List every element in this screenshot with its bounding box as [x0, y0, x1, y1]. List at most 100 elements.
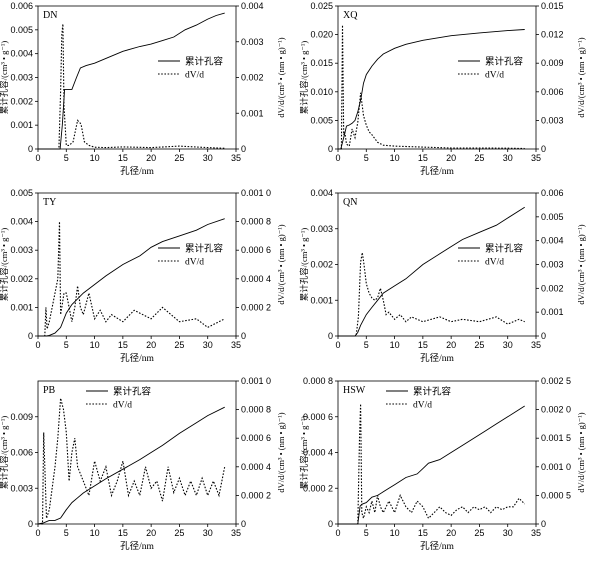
y2-tick-label: 0	[241, 331, 246, 341]
x-tick-label: 35	[531, 153, 541, 163]
panel-label: TY	[43, 197, 56, 208]
y-tick-label: 0.006	[10, 448, 33, 458]
legend-label: 累计孔容	[413, 386, 452, 398]
series-line-dv	[338, 403, 526, 525]
x-axis-label: 孔径/nm	[420, 352, 454, 364]
y-axis-label: 累计孔容/(cm³ • g⁻¹)	[0, 41, 9, 115]
y2-tick-label: 0.002	[241, 73, 264, 83]
series-line-cumulative	[38, 12, 225, 150]
x-tick-label: 20	[446, 340, 456, 350]
x-tick-label: 20	[446, 153, 456, 163]
y-tick-label: 0.002	[10, 96, 33, 106]
legend-label: 累计孔容	[485, 56, 524, 68]
legend-label: 累计孔容	[185, 56, 224, 68]
y2-tick-label: 0.002	[541, 283, 564, 293]
y-tick-label: 0.002	[310, 260, 333, 270]
y-tick-label: 0.000 6	[303, 412, 333, 422]
x-tick-label: 15	[418, 153, 428, 163]
panel-label: QN	[343, 197, 357, 208]
x-tick-label: 15	[418, 528, 428, 538]
x-tick-label: 25	[174, 340, 184, 350]
y-tick-label: 0.003	[10, 73, 33, 83]
x-tick-label: 10	[90, 528, 100, 538]
y-tick-label: 0	[328, 519, 333, 529]
y2-tick-label: 0.001 0	[241, 376, 271, 386]
x-tick-label: 30	[203, 340, 213, 350]
x-tick-label: 25	[474, 528, 484, 538]
x-tick-label: 15	[118, 528, 128, 538]
x-tick-label: 5	[364, 153, 369, 163]
y2-axis-label: dV/d/(cm³ • (nm • g)⁻¹)	[276, 37, 286, 117]
y-tick-label: 0.020	[310, 30, 333, 40]
panel-label: XQ	[343, 10, 358, 21]
y-tick-label: 0.001	[310, 295, 333, 305]
y-tick-label: 0.004	[10, 217, 33, 227]
y-tick-label: 0.005	[10, 25, 33, 35]
x-tick-label: 5	[64, 153, 69, 163]
legend-label: 累计孔容	[185, 243, 224, 255]
y2-tick-label: 0.015	[541, 1, 564, 11]
series-line-cumulative	[338, 405, 525, 525]
series-line-dv	[338, 252, 525, 337]
y2-tick-label: 0.001	[241, 108, 264, 118]
y2-tick-label: 0	[241, 519, 246, 529]
y2-tick-label: 0.004	[241, 1, 264, 11]
y-tick-label: 0	[328, 144, 333, 154]
y2-tick-label: 0.012	[541, 30, 564, 40]
y-axis-label: 累计孔容/(cm³ • g⁻¹)	[299, 41, 309, 115]
y-tick-label: 0.025	[310, 1, 333, 11]
x-tick-label: 25	[174, 153, 184, 163]
x-tick-label: 35	[531, 340, 541, 350]
y-tick-label: 0.000 4	[303, 448, 333, 458]
y2-tick-label: 0.001	[541, 307, 564, 317]
y-tick-label: 0.000 8	[303, 376, 333, 386]
legend-label: dV/d	[113, 401, 132, 411]
x-tick-label: 0	[35, 340, 40, 350]
y2-axis-label: dV/d/(cm³ • (nm • g)⁻¹)	[576, 224, 586, 304]
series-line-cumulative	[338, 206, 525, 337]
y2-tick-label: 0.001 0	[241, 188, 271, 198]
y2-tick-label: 0.009	[541, 58, 564, 68]
y-tick-label: 0.004	[310, 188, 333, 198]
x-tick-label: 0	[335, 528, 340, 538]
legend-label: dV/d	[485, 258, 504, 268]
panel-label: HSW	[343, 385, 366, 396]
x-axis-label: 孔径/nm	[420, 165, 454, 177]
y-tick-label: 0.003	[10, 245, 33, 255]
y2-tick-label: 0.000 8	[241, 405, 271, 415]
y2-tick-label: 0.000 6	[241, 245, 271, 255]
y-axis-label: 累计孔容/(cm³ • g⁻¹)	[0, 228, 9, 302]
series-line-dv	[338, 25, 525, 150]
x-tick-label: 15	[418, 340, 428, 350]
x-axis-label: 孔径/nm	[120, 352, 154, 364]
x-tick-label: 25	[474, 153, 484, 163]
series-line-cumulative	[38, 218, 225, 337]
x-axis-label: 孔径/nm	[120, 540, 154, 552]
y2-tick-label: 0	[241, 144, 246, 154]
y-tick-label: 0.002	[10, 274, 33, 284]
series-line-dv	[38, 23, 225, 150]
y-tick-label: 0.006	[10, 1, 33, 11]
series-line-cumulative	[37, 406, 225, 525]
x-tick-label: 10	[90, 340, 100, 350]
x-tick-label: 30	[203, 153, 213, 163]
y-tick-label: 0.005	[10, 188, 33, 198]
x-tick-label: 0	[35, 528, 40, 538]
y-tick-label: 0	[28, 331, 33, 341]
y2-tick-label: 0.000 2	[241, 490, 271, 500]
y2-tick-label: 0.000 4	[241, 462, 271, 472]
legend-label: 累计孔容	[485, 243, 524, 255]
x-tick-label: 10	[390, 153, 400, 163]
series-line-cumulative	[338, 29, 525, 150]
y2-tick-label: 0	[541, 519, 546, 529]
y-tick-label: 0	[28, 519, 33, 529]
x-tick-label: 5	[364, 528, 369, 538]
y-tick-label: 0.000 2	[303, 483, 333, 493]
plot-frame	[37, 192, 237, 337]
panel-label: PB	[43, 385, 56, 396]
y-axis-label: 累计孔容/(cm³ • g⁻¹)	[0, 416, 9, 490]
